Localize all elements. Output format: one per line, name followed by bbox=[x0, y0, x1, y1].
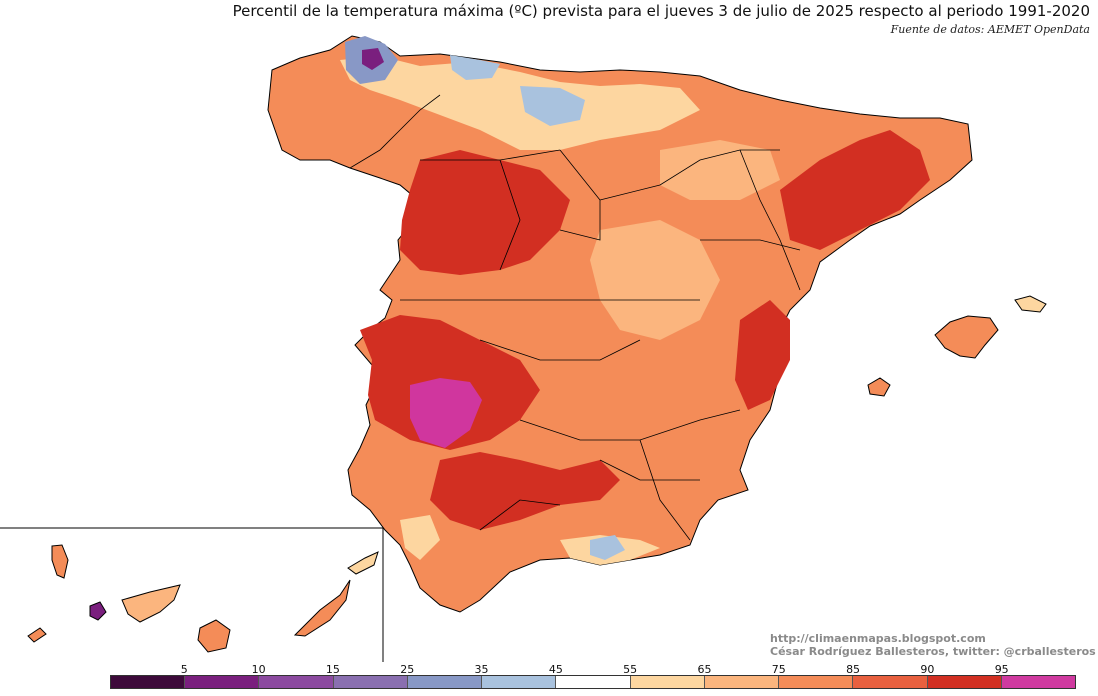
el-hierro bbox=[27, 627, 47, 643]
valencia-red bbox=[735, 300, 790, 410]
almeria-blue bbox=[590, 535, 625, 560]
credits: http://climaenmapas.blogspot.com César R… bbox=[770, 632, 1096, 658]
cadiz-light bbox=[400, 515, 440, 560]
legend-tick-label: 45 bbox=[548, 663, 563, 676]
fuerteventura bbox=[293, 579, 351, 637]
legend-swatch-7 bbox=[630, 676, 705, 688]
legend-swatch-0 bbox=[111, 676, 186, 688]
ibiza bbox=[867, 377, 891, 397]
legend-tick-label: 25 bbox=[400, 663, 415, 676]
legend-colorbar bbox=[110, 675, 1076, 689]
map-title: Percentil de la temperatura máxima (ºC) … bbox=[232, 2, 1090, 20]
data-source: Fuente de datos: AEMET OpenData bbox=[890, 23, 1090, 36]
gran-canaria bbox=[197, 619, 231, 653]
inset-frame bbox=[0, 527, 384, 662]
legend-tick-label: 15 bbox=[325, 663, 340, 676]
legend-swatch-12 bbox=[1001, 676, 1076, 688]
credits-author: César Rodríguez Ballesteros, twitter: @c… bbox=[770, 645, 1096, 658]
extremadura-magenta bbox=[410, 378, 482, 448]
la-palma bbox=[51, 544, 69, 579]
mainland-map bbox=[267, 35, 973, 613]
legend-tick-label: 75 bbox=[771, 663, 786, 676]
north-cantabria-cool bbox=[340, 56, 700, 150]
legend-swatch-9 bbox=[779, 676, 854, 688]
region-borders bbox=[349, 94, 801, 541]
lanzarote bbox=[347, 551, 379, 575]
balearic-islands bbox=[867, 295, 1047, 397]
legend-swatch-3 bbox=[333, 676, 408, 688]
la-gomera bbox=[89, 601, 107, 621]
legend-swatch-1 bbox=[185, 676, 260, 688]
legend-tick-label: 90 bbox=[920, 663, 935, 676]
legend-swatch-5 bbox=[482, 676, 557, 688]
legend-tick-label: 10 bbox=[251, 663, 266, 676]
legend-swatch-2 bbox=[259, 676, 334, 688]
mallorca bbox=[934, 315, 999, 359]
castilla-red bbox=[400, 150, 570, 275]
asturias-purple bbox=[362, 48, 384, 70]
canary-inset bbox=[0, 527, 384, 662]
legend-swatch-6 bbox=[556, 676, 631, 688]
tenerife bbox=[121, 584, 181, 623]
legend-tick-label: 5 bbox=[180, 663, 188, 676]
legend-tick-label: 85 bbox=[846, 663, 861, 676]
legend-tick-label: 95 bbox=[994, 663, 1009, 676]
legend-swatch-8 bbox=[704, 676, 780, 688]
center-light bbox=[590, 220, 720, 340]
legend-swatch-4 bbox=[407, 676, 483, 688]
menorca bbox=[1014, 295, 1047, 313]
basque-blue bbox=[520, 86, 585, 126]
legend-tick-label: 55 bbox=[623, 663, 638, 676]
legend-swatch-10 bbox=[853, 676, 928, 688]
aragon-catalonia-red bbox=[780, 130, 930, 250]
legend-ticks: 5 10 15 25 35 45 55 65 75 85 90 95 bbox=[0, 663, 1098, 677]
legend-tick-label: 35 bbox=[474, 663, 489, 676]
credits-url: http://climaenmapas.blogspot.com bbox=[770, 632, 986, 645]
spain-percentile-map bbox=[0, 35, 1047, 662]
legend-swatch-11 bbox=[927, 676, 1002, 688]
ebro-light bbox=[660, 140, 780, 200]
cantabria-blue bbox=[450, 55, 500, 80]
andalucia-red bbox=[430, 452, 620, 530]
legend-tick-label: 65 bbox=[697, 663, 712, 676]
